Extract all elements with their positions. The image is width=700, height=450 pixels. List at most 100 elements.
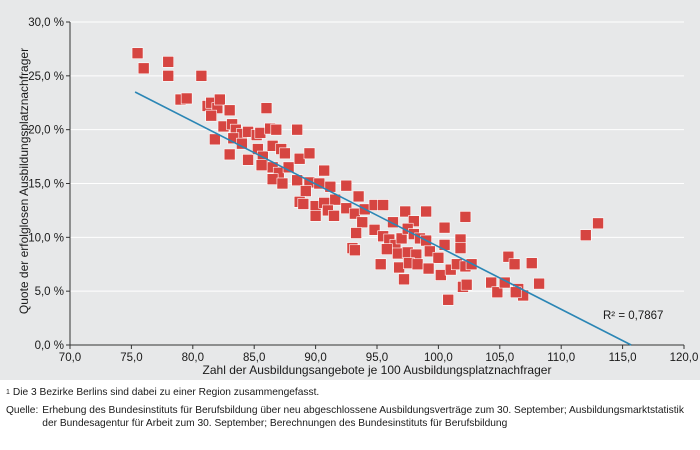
data-point — [162, 56, 175, 68]
y-axis-title: Quote der erfolglosen Ausbildungsplatzna… — [17, 48, 31, 314]
data-point — [368, 223, 381, 236]
data-point — [422, 262, 435, 275]
data-point — [352, 190, 365, 203]
footnote: 1 Die 3 Bezirke Berlins sind dabei zu ei… — [6, 386, 696, 399]
data-point — [299, 185, 312, 197]
data-point — [162, 70, 175, 82]
data-point — [393, 261, 405, 274]
data-point — [438, 221, 451, 234]
x-tick-label: 95,0 — [366, 352, 388, 364]
data-point — [525, 257, 538, 269]
source-label: Quelle: — [6, 405, 39, 416]
data-point — [195, 70, 208, 82]
data-point — [377, 199, 389, 211]
data-point — [309, 210, 322, 222]
chart-panel: 0,0 % 5,0 % 10,0 % 15,0 % 20,0 % 25,0 % 30,0 %… — [0, 0, 700, 380]
x-tick-label: 105,0 — [485, 352, 514, 364]
data-point — [579, 229, 592, 241]
data-point — [374, 258, 387, 271]
data-point — [276, 177, 289, 190]
x-tick-label: 70,0 — [59, 352, 81, 364]
data-point — [340, 179, 353, 192]
x-tick-label: 115,0 — [609, 352, 637, 364]
data-point — [592, 217, 604, 230]
data-point — [356, 216, 369, 229]
data-point — [398, 273, 410, 286]
data-point — [432, 251, 445, 264]
data-point — [460, 278, 473, 291]
r-squared-label: R² = 0,7867 — [603, 310, 663, 322]
y-tick-labels: 0,0 % 5,0 % 10,0 % 15,0 % 20,0 % 25,0 % 30,0 % — [28, 17, 64, 352]
gridlines — [70, 21, 684, 292]
data-point — [282, 161, 295, 174]
data-point — [502, 250, 515, 263]
data-point — [411, 258, 424, 271]
trendline-group — [134, 91, 632, 346]
y-tick-label: 30,0 % — [28, 17, 64, 29]
data-point — [491, 286, 504, 299]
x-tick-label: 80,0 — [182, 352, 204, 364]
data-point — [293, 152, 306, 165]
source-note: Quelle: Erhebung des Bundesinstituts für… — [6, 404, 696, 430]
chart-notes: 1 Die 3 Bezirke Berlins sind dabei zu ei… — [6, 386, 696, 430]
y-tick-label: 0,0 % — [35, 340, 64, 352]
source-text: Erhebung des Bundesinstituts für Berufsb… — [42, 405, 684, 429]
data-point — [395, 232, 408, 245]
data-point — [442, 293, 455, 306]
data-point — [328, 210, 340, 222]
y-tick-label: 15,0 % — [28, 179, 64, 191]
data-point — [485, 276, 498, 289]
data-point — [420, 205, 432, 218]
data-point — [270, 123, 283, 136]
data-point — [435, 269, 447, 281]
data-point — [242, 154, 254, 166]
trendline — [134, 91, 632, 346]
data-point — [303, 147, 316, 160]
data-point — [387, 216, 399, 229]
data-point — [137, 62, 150, 75]
scatter-chart: 0,0 % 5,0 % 10,0 % 15,0 % 20,0 % 25,0 % 30,0 %… — [17, 17, 699, 377]
x-tick-label: 100,0 — [424, 352, 453, 364]
data-point — [459, 211, 472, 223]
x-tick-label: 75,0 — [120, 352, 142, 364]
data-point — [260, 102, 273, 114]
data-point — [508, 258, 521, 271]
data-point — [131, 47, 144, 60]
data-point — [291, 123, 303, 136]
data-point — [381, 243, 393, 255]
data-point — [209, 133, 221, 146]
footnote-marker: 1 — [6, 389, 10, 396]
data-point — [279, 147, 291, 160]
data-point — [324, 180, 337, 193]
data-point — [408, 215, 420, 227]
data-point — [223, 148, 236, 161]
data-point — [318, 164, 330, 177]
data-point — [205, 109, 218, 122]
x-tick-label: 85,0 — [243, 352, 265, 364]
data-point — [214, 93, 226, 106]
x-axis-title: Zahl der Ausbildungsangebote je 100 Ausb… — [203, 363, 552, 377]
data-point — [180, 92, 193, 105]
data-points — [131, 47, 604, 306]
data-point — [392, 247, 404, 260]
data-point — [223, 104, 236, 117]
data-point — [350, 227, 362, 239]
data-point — [297, 198, 310, 210]
data-point — [533, 277, 545, 290]
data-point — [255, 159, 268, 171]
y-tick-label: 5,0 % — [35, 286, 64, 298]
y-tick-label: 25,0 % — [28, 71, 64, 83]
data-point — [254, 127, 267, 139]
x-tick-label: 120,0 — [670, 352, 699, 364]
y-tick-label: 20,0 % — [28, 125, 64, 137]
x-tick-labels: 70,0 75,0 80,0 85,0 90,0 95,0 100,0 105,0 110,0 1… — [59, 352, 699, 364]
x-tick-label: 90,0 — [304, 352, 326, 364]
data-point — [454, 242, 467, 254]
y-tick-label: 10,0 % — [28, 232, 64, 244]
axes — [66, 21, 685, 349]
data-point — [424, 245, 436, 258]
data-point — [349, 244, 361, 257]
x-tick-label: 110,0 — [547, 352, 575, 364]
data-point — [266, 173, 279, 185]
footnote-text: Die 3 Bezirke Berlins sind dabei zu eine… — [12, 387, 320, 398]
